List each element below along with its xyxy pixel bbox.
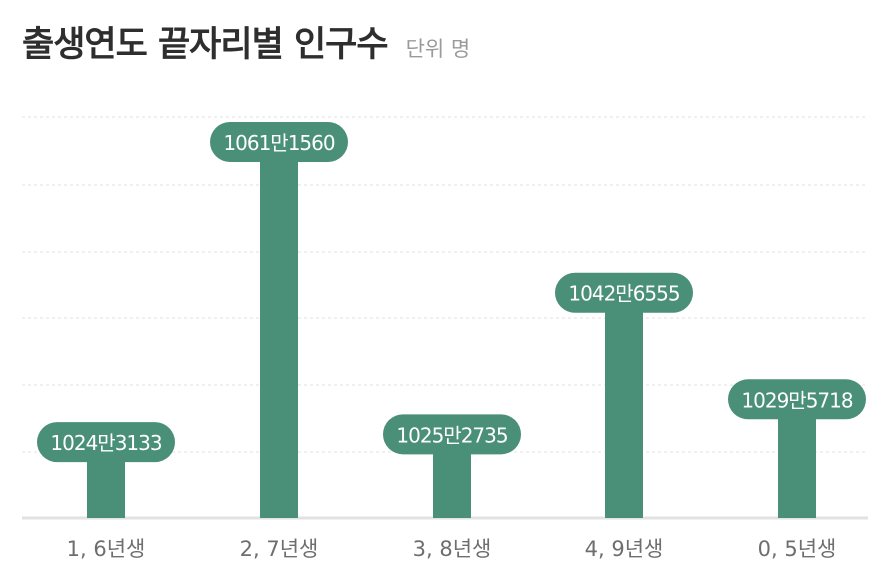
chart-header: 출생연도 끝자리별 인구수 단위 명 xyxy=(22,16,470,76)
x-tick-label: 3, 8년생 xyxy=(413,537,492,561)
x-tick-label: 0, 5년생 xyxy=(758,537,837,561)
data-label: 1042만6555 xyxy=(568,282,679,306)
data-label-pill xyxy=(210,122,348,163)
data-label: 1061만1560 xyxy=(223,131,334,155)
x-tick-label: 2, 7년생 xyxy=(240,537,319,561)
data-label: 1029만5718 xyxy=(741,388,852,412)
chart-title: 출생연도 끝자리별 인구수 xyxy=(22,25,389,65)
data-label: 1024만3133 xyxy=(50,431,161,455)
bar xyxy=(605,292,643,518)
data-label-pill xyxy=(37,422,175,463)
unit-label: 단위 명 xyxy=(405,37,471,61)
data-label: 1025만2735 xyxy=(396,423,507,447)
x-tick-label: 4, 9년생 xyxy=(585,537,664,561)
x-tick-label: 1, 6년생 xyxy=(67,537,146,561)
data-label-pill xyxy=(555,272,693,313)
data-label-pill xyxy=(383,414,521,455)
bar xyxy=(260,142,298,518)
data-label-pill xyxy=(728,379,866,420)
